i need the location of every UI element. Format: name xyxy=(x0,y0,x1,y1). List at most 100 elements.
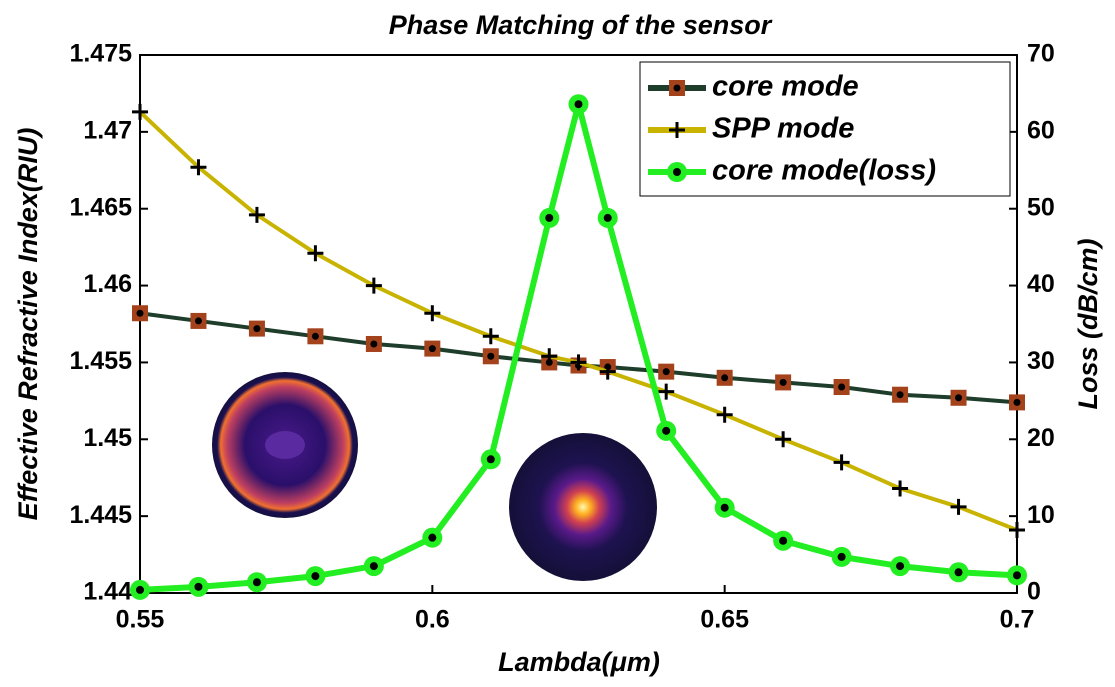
marker-center xyxy=(896,391,904,399)
y-tick-label: 1.445 xyxy=(69,501,132,529)
legend-label: SPP mode xyxy=(712,113,854,145)
marker xyxy=(658,383,675,400)
marker xyxy=(892,480,909,497)
y-tick-label: 1.45 xyxy=(83,424,132,452)
marker-center xyxy=(311,332,319,340)
y2-tick-label: 60 xyxy=(1027,116,1055,144)
marker-dot xyxy=(896,562,905,571)
marker xyxy=(248,206,265,223)
marker xyxy=(597,207,618,228)
marker-dot xyxy=(720,503,729,512)
marker-center xyxy=(721,374,729,382)
x-axis-label: Lambda(μm) xyxy=(498,647,660,677)
y2-tick-label: 70 xyxy=(1027,40,1055,68)
marker xyxy=(667,162,687,182)
marker xyxy=(716,406,733,423)
marker xyxy=(656,420,677,441)
marker xyxy=(307,245,324,262)
y2-tick-label: 50 xyxy=(1027,193,1055,221)
legend-entry: SPP mode xyxy=(648,113,854,145)
y2-tick-label: 40 xyxy=(1027,270,1055,298)
marker xyxy=(775,431,792,448)
marker-dot xyxy=(545,213,554,222)
series xyxy=(132,103,1025,538)
marker-dot xyxy=(954,568,963,577)
marker xyxy=(714,497,735,518)
y-tick-label: 1.46 xyxy=(83,270,132,298)
legend-entry: core mode(loss) xyxy=(648,155,936,187)
legend-entry: core mode xyxy=(648,71,859,103)
marker-center xyxy=(136,309,144,317)
y-tick-label: 1.475 xyxy=(69,40,132,68)
marker-dot xyxy=(837,552,846,561)
marker-dot xyxy=(779,536,788,545)
marker-dot xyxy=(136,585,144,594)
inset-field-image xyxy=(509,433,657,581)
plot-frame xyxy=(139,54,1018,594)
chart-title: Phase Matching of the sensor xyxy=(389,10,773,40)
marker-center xyxy=(428,345,436,353)
series xyxy=(130,94,1027,600)
marker xyxy=(833,454,850,471)
marker-dot xyxy=(428,533,437,542)
x-tick-label: 0.55 xyxy=(116,606,165,634)
marker xyxy=(246,572,267,593)
marker xyxy=(188,576,209,597)
marker xyxy=(130,579,150,600)
marker xyxy=(1007,565,1027,586)
marker-center xyxy=(194,317,202,325)
marker xyxy=(482,328,499,345)
legend-label: core mode(loss) xyxy=(712,155,936,187)
marker xyxy=(950,498,967,515)
y2-tick-label: 20 xyxy=(1027,424,1055,452)
marker-center xyxy=(487,352,495,360)
y2-tick-label: 10 xyxy=(1027,501,1055,529)
marker xyxy=(541,348,558,365)
marker-dot xyxy=(662,426,671,435)
marker xyxy=(305,566,326,587)
marker-center xyxy=(253,325,261,333)
inset-field-image xyxy=(212,372,358,518)
marker-center xyxy=(673,84,681,92)
marker-center xyxy=(662,368,670,376)
marker xyxy=(539,207,560,228)
marker-center xyxy=(838,383,846,391)
marker xyxy=(570,354,587,371)
marker-dot xyxy=(486,455,495,464)
y2-axis-label: Loss (dB/cm) xyxy=(1073,238,1103,409)
marker-center xyxy=(955,394,963,402)
marker xyxy=(424,305,441,322)
x-tick-label: 0.7 xyxy=(1000,606,1035,634)
marker xyxy=(773,530,794,551)
marker xyxy=(599,363,616,380)
marker-center xyxy=(779,378,787,386)
legend: core mode SPP mode core mode(loss) xyxy=(639,61,1011,197)
y-tick-label: 1.47 xyxy=(83,116,132,144)
marker xyxy=(890,556,911,577)
x-tick-label: 0.6 xyxy=(415,606,450,634)
marker-dot xyxy=(1013,571,1021,580)
marker-dot xyxy=(194,582,203,591)
marker xyxy=(831,546,852,567)
y-axis-label: Effective Refractive Index(RIU) xyxy=(13,128,43,521)
marker-dot xyxy=(603,213,612,222)
marker-dot xyxy=(252,578,261,587)
y2-tick-label: 0 xyxy=(1027,578,1041,606)
marker-dot xyxy=(673,168,681,176)
marker xyxy=(363,556,384,577)
marker-dot xyxy=(311,572,320,581)
marker xyxy=(1009,521,1025,538)
marker-dot xyxy=(369,562,378,571)
y-tick-label: 1.455 xyxy=(69,347,132,375)
y-tick-label: 1.465 xyxy=(69,193,132,221)
marker xyxy=(669,122,685,138)
marker xyxy=(422,527,443,548)
y-tick-label: 1.44 xyxy=(83,578,132,606)
marker xyxy=(365,277,382,294)
marker xyxy=(480,449,501,470)
marker xyxy=(190,159,207,176)
marker xyxy=(948,562,969,583)
marker-center xyxy=(1013,398,1021,406)
marker-center xyxy=(370,340,378,348)
